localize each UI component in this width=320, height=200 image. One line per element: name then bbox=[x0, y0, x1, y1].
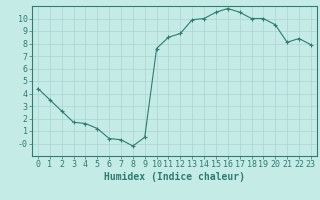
X-axis label: Humidex (Indice chaleur): Humidex (Indice chaleur) bbox=[104, 172, 245, 182]
